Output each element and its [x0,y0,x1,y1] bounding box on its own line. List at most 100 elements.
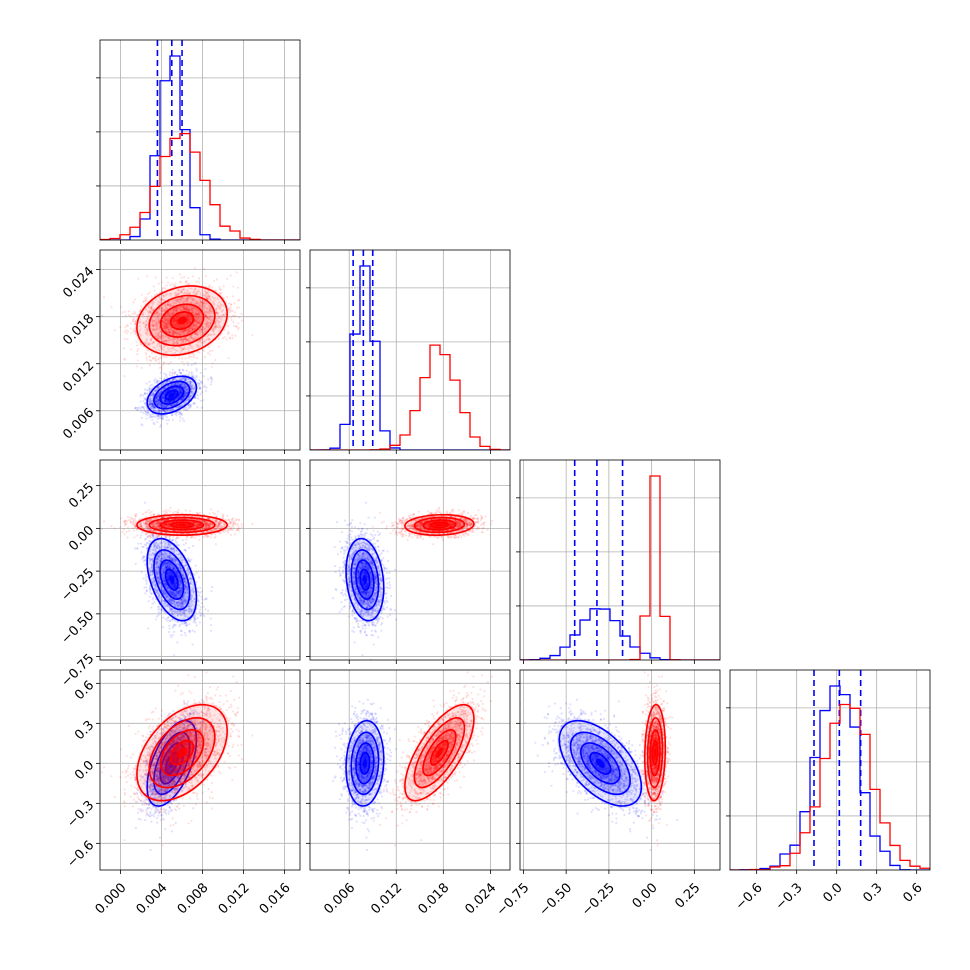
sample-point [197,384,201,387]
sample-point [190,395,193,398]
sample-point [158,394,161,397]
sample-point [156,400,159,403]
sample-point [178,370,181,374]
sample-point [181,382,184,385]
panel-frame [309,249,511,451]
sample-point [151,391,154,394]
sample-point [171,374,174,378]
sample-point [158,401,161,404]
sample-point [123,358,126,361]
sample-point [154,359,158,362]
sample-point [130,348,133,351]
sample-point [172,408,175,411]
sample-point [164,406,167,409]
sample-point [141,424,144,427]
sample-point [214,359,217,362]
sample-point [163,405,167,408]
sample-point [175,401,179,404]
sample-point [157,358,161,361]
sample-point [179,419,182,422]
sample-point [199,382,202,385]
sample-point [166,400,170,404]
sample-point [157,399,160,403]
sample-point [145,392,149,395]
sample-point [123,375,126,378]
panel-2-2 [516,459,721,664]
sample-point [191,375,194,378]
sample-point [179,389,183,392]
sample-point [198,383,201,386]
sample-point [165,401,168,404]
histogram-red-1 [310,344,510,450]
sample-point [180,379,183,382]
sample-point [162,388,165,391]
sample-point [182,419,186,423]
sample-point [161,396,164,399]
sample-point [184,392,187,395]
sample-point [189,405,193,408]
sample-point [157,282,160,285]
sample-point [124,326,127,329]
sample-point [236,328,240,331]
sample-point [145,296,148,299]
sample-point [163,361,166,364]
sample-point [189,381,192,384]
sample-point [163,400,166,404]
sample-point [169,361,172,364]
sample-point [163,392,166,396]
sample-point [157,399,160,402]
sample-point [232,321,235,324]
sample-point [168,396,171,399]
sample-point [157,410,160,413]
sample-point [203,349,206,352]
sample-point [157,393,160,396]
sample-point [152,285,155,288]
sample-point [152,406,155,410]
sample-point [240,319,244,322]
sample-point [148,355,152,358]
sample-point [151,403,154,406]
sample-point [171,282,174,286]
sample-point [181,383,184,386]
panel-0-0 [96,39,301,244]
sample-point [183,384,187,387]
sample-point [156,415,160,418]
sample-point [135,344,139,347]
sample-point [173,391,176,394]
sample-point [183,379,186,382]
sample-point [157,399,160,402]
sample-point [190,390,193,394]
sample-point [175,386,179,390]
sample-point [163,405,166,408]
sample-point [190,391,193,394]
sample-point [184,634,187,637]
sample-point [144,392,147,396]
sample-point [200,601,204,605]
sample-point [188,406,192,409]
sample-point [156,403,159,406]
sample-point [173,390,176,393]
sample-point [190,371,193,374]
sample-point [162,405,165,408]
sample-point [159,425,162,428]
sample-point [152,408,156,412]
sample-point [166,400,169,404]
sample-point [163,410,166,413]
sample-point [211,349,214,352]
sample-point [179,383,183,386]
sample-point [147,411,150,414]
y-tick-label: 0.006 [60,405,97,442]
sample-point [187,406,190,409]
sample-point [136,359,139,362]
sample-point [159,356,163,360]
sample-point [236,286,240,289]
sample-point [157,398,160,401]
sample-point [167,400,170,403]
sample-point [137,406,141,409]
sample-point [176,387,180,390]
sample-point [196,390,199,394]
sample-point [155,402,159,405]
sample-point [174,383,177,386]
sample-point [172,378,175,381]
sample-point [196,406,199,409]
